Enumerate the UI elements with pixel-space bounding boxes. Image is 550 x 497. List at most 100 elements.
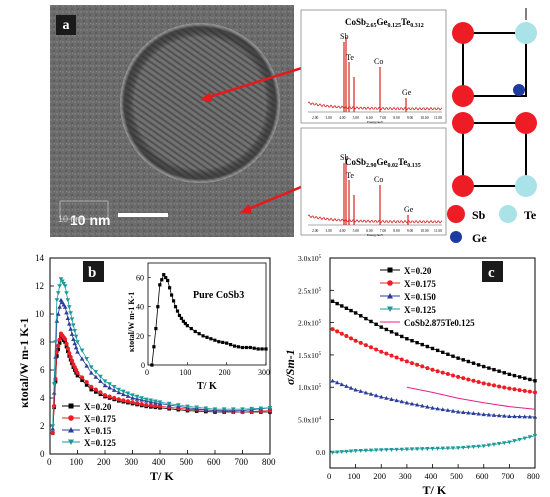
data-point — [144, 402, 149, 408]
eds-tick-label: 3.00 — [326, 116, 332, 120]
data-point — [107, 394, 112, 399]
data-point — [175, 309, 180, 313]
data-point — [121, 389, 126, 394]
data-point — [466, 410, 471, 415]
inset-x-tick-label: 100 — [179, 368, 191, 377]
data-point — [492, 367, 496, 372]
panel-b-label: b — [88, 265, 96, 281]
data-point — [507, 386, 512, 391]
data-point — [368, 448, 374, 453]
data-point — [153, 403, 158, 409]
data-point — [130, 393, 135, 398]
data-point — [68, 354, 73, 360]
inset-x-label: T/ K — [197, 381, 217, 392]
data-point — [379, 325, 383, 329]
data-point — [374, 322, 378, 326]
data-point — [73, 345, 79, 350]
data-point — [461, 445, 466, 450]
data-point — [405, 337, 409, 341]
data-point — [116, 397, 121, 402]
data-point — [75, 373, 80, 378]
eds-tick-label: 10.00 — [420, 229, 428, 233]
ge-atom — [513, 84, 525, 96]
eds-tick-label: 8.00 — [393, 116, 399, 120]
data-point — [240, 345, 244, 350]
data-point — [517, 437, 522, 442]
panel-c-label: c — [488, 265, 495, 281]
data-point — [185, 404, 190, 409]
data-point — [55, 291, 61, 296]
data-point — [430, 405, 435, 410]
data-point — [93, 370, 99, 375]
data-point — [72, 329, 78, 334]
data-point — [69, 317, 75, 322]
data-point — [68, 311, 73, 316]
sb-atom — [452, 175, 474, 197]
data-point — [330, 378, 335, 383]
data-point — [373, 393, 379, 398]
data-point — [420, 403, 425, 408]
x-tick-label: 100 — [70, 457, 84, 467]
data-point — [527, 389, 532, 394]
inset-x-tick-label: 0 — [145, 368, 149, 377]
data-point — [374, 347, 379, 352]
inset-title: Pure CoSb3 — [193, 290, 244, 301]
x-axis-label: T/ K — [150, 469, 174, 483]
data-point — [502, 385, 507, 390]
data-point — [229, 343, 233, 347]
eds-tick-label: 8.00 — [393, 229, 399, 233]
y-tick-label: 8 — [40, 337, 45, 347]
data-point — [50, 430, 55, 436]
data-point — [363, 390, 369, 395]
data-point — [344, 306, 349, 310]
legend-label: X=0.15 — [84, 426, 112, 436]
data-point — [116, 390, 122, 395]
eds-peak-label: Ge — [404, 205, 414, 214]
y-tick-exp: 5 — [319, 384, 322, 389]
data-point — [173, 305, 178, 309]
data-point — [486, 412, 492, 417]
legend-label: X=0.175 — [84, 414, 116, 424]
lattice-top — [452, 8, 537, 107]
x-tick-label: 400 — [152, 457, 166, 467]
data-point — [73, 334, 79, 339]
eds-tick-label: 11.00 — [434, 116, 442, 120]
data-point — [79, 348, 85, 353]
data-point — [389, 447, 394, 452]
data-point — [340, 304, 344, 308]
data-point — [379, 394, 384, 399]
data-point — [476, 380, 481, 385]
data-point — [420, 342, 424, 347]
eds-tick-label: 3.00 — [326, 229, 332, 233]
data-point — [68, 439, 74, 445]
data-point — [400, 334, 404, 339]
data-point — [339, 331, 344, 336]
data-point — [68, 403, 74, 409]
y-axis-label: κtotal/W m-1 K-1 — [17, 318, 31, 408]
data-point — [440, 407, 445, 412]
data-point — [205, 335, 209, 339]
legend-sb-swatch — [447, 205, 465, 223]
data-point — [481, 444, 486, 449]
data-point — [455, 409, 461, 414]
data-point — [236, 345, 241, 349]
data-point — [153, 399, 158, 404]
data-point — [389, 330, 394, 334]
data-point — [517, 414, 522, 419]
scale-bar-label: 10 nm — [70, 212, 111, 228]
data-point — [430, 367, 435, 372]
data-point — [491, 412, 497, 417]
plot-frame — [329, 257, 536, 469]
eds-x-label: Energy/keV — [367, 233, 384, 237]
panel-c-label-bg — [482, 261, 503, 282]
data-point — [461, 410, 466, 415]
data-point — [532, 414, 538, 419]
data-point — [363, 343, 368, 348]
y-tick-label: 5.0x104 — [298, 416, 322, 425]
data-point — [154, 326, 158, 331]
data-point — [64, 341, 69, 346]
data-point — [502, 413, 507, 418]
data-point — [107, 382, 112, 387]
data-point — [111, 385, 117, 390]
